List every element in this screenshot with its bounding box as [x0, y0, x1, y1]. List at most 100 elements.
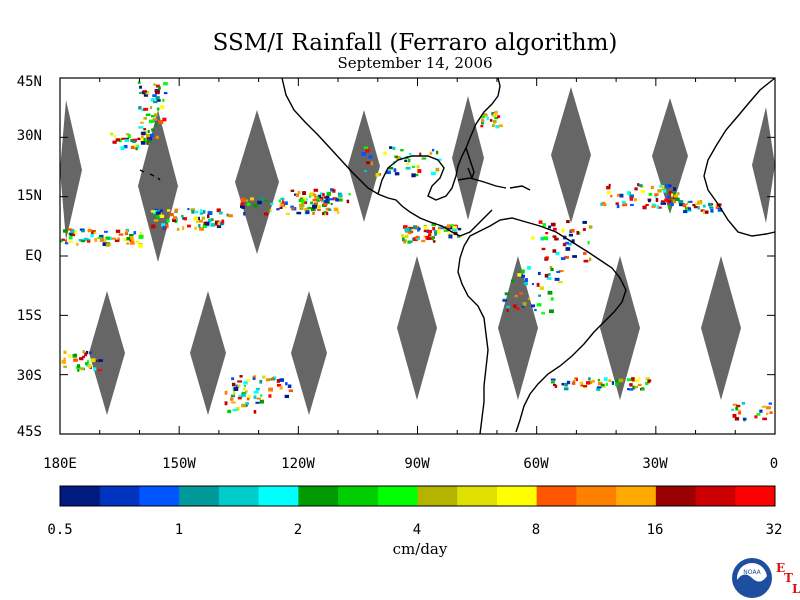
rain-cell	[145, 113, 151, 117]
map-ticks	[59, 77, 776, 435]
colorbar-swatch	[536, 486, 577, 506]
rain-cell	[550, 222, 556, 227]
rain-cell	[555, 251, 560, 256]
rain-cell	[538, 220, 543, 224]
etl-letter-t: T	[784, 571, 793, 585]
rain-cell	[130, 236, 134, 240]
rain-cell	[634, 187, 638, 191]
rain-cell	[135, 240, 140, 244]
rain-cell	[130, 145, 136, 149]
rain-cell	[325, 207, 331, 211]
rain-cell	[637, 383, 642, 387]
rain-cell	[135, 147, 138, 151]
rain-cell	[247, 394, 252, 398]
rain-cell	[363, 170, 367, 173]
rain-cell	[417, 228, 420, 232]
rain-cell	[198, 224, 201, 228]
rain-cell	[187, 208, 190, 211]
lon-label-30w: 30W	[642, 456, 668, 472]
rain-cell	[146, 139, 151, 143]
rain-cell	[431, 237, 435, 241]
rain-cell	[738, 409, 741, 413]
coastline-cuba	[457, 177, 507, 189]
rain-cell	[284, 206, 287, 209]
rain-cell	[139, 91, 142, 94]
rain-cell	[238, 394, 243, 398]
rain-cell	[456, 234, 460, 238]
rain-cell	[326, 191, 331, 196]
rain-cell	[481, 121, 484, 125]
rain-cell	[410, 228, 414, 232]
rain-cell	[400, 148, 404, 152]
rain-cell	[281, 200, 285, 203]
rain-cell	[426, 237, 432, 240]
rain-cell	[588, 377, 591, 381]
rain-cell	[768, 402, 772, 405]
rain-cell	[151, 128, 155, 132]
rain-cell	[246, 202, 251, 206]
rain-cell	[182, 226, 185, 231]
rain-cell	[69, 228, 75, 233]
colorbar-swatch	[735, 486, 776, 506]
rain-cell	[255, 387, 260, 391]
rain-cell	[414, 173, 419, 177]
rain-cell	[174, 208, 179, 212]
rain-cell	[239, 375, 243, 378]
rain-cell	[566, 380, 571, 385]
rain-cell	[311, 207, 316, 212]
rain-cell	[552, 235, 557, 238]
swath-gap	[397, 256, 437, 400]
rain-cell	[325, 197, 330, 202]
rain-cell	[115, 229, 121, 233]
rain-cell	[765, 412, 769, 415]
rain-cell	[421, 157, 427, 160]
rain-cell	[715, 206, 719, 210]
rain-cell	[579, 381, 583, 385]
rain-cell	[159, 209, 163, 213]
rain-cell	[76, 364, 81, 368]
rain-cell	[389, 146, 393, 149]
lon-label-150w: 150W	[162, 456, 196, 472]
rain-cell	[142, 90, 148, 93]
rain-cell	[87, 364, 92, 368]
rain-cell	[87, 238, 91, 242]
lat-label-45n: 45N	[16, 74, 42, 90]
rain-cell	[64, 239, 68, 243]
rain-cell	[243, 381, 248, 385]
rain-cell	[568, 233, 574, 237]
rain-cell	[301, 202, 305, 207]
rain-cell	[446, 224, 451, 229]
rain-cell	[71, 232, 76, 237]
rain-cell	[550, 378, 556, 381]
rain-cell	[123, 238, 128, 242]
rain-cell	[732, 413, 737, 418]
rain-cell	[330, 188, 334, 192]
rain-cell	[141, 137, 146, 142]
lat-label-45s: 45S	[16, 424, 42, 440]
rain-cell	[630, 203, 634, 207]
rain-cell	[435, 167, 440, 172]
rain-cell	[704, 210, 709, 214]
rain-cell	[75, 366, 81, 369]
rain-cell	[668, 184, 672, 188]
rain-cell	[246, 379, 251, 382]
rain-cell	[235, 407, 240, 411]
rain-cell	[638, 377, 641, 380]
rain-cell	[98, 359, 103, 362]
rain-cell	[434, 231, 437, 236]
rain-cell	[317, 208, 321, 211]
rain-cell	[697, 206, 700, 210]
rain-cell	[240, 197, 246, 202]
rain-cell	[161, 223, 166, 227]
rain-cell	[335, 197, 340, 202]
rain-cell	[375, 173, 380, 177]
rain-cell	[679, 203, 683, 207]
rain-cell	[276, 208, 280, 211]
rain-cell	[73, 353, 77, 358]
rain-cell	[731, 408, 734, 411]
rain-cell	[271, 377, 274, 381]
rain-cell	[111, 237, 117, 240]
rain-cell	[547, 273, 551, 276]
rain-cell	[402, 237, 405, 242]
rain-cell	[290, 207, 295, 210]
